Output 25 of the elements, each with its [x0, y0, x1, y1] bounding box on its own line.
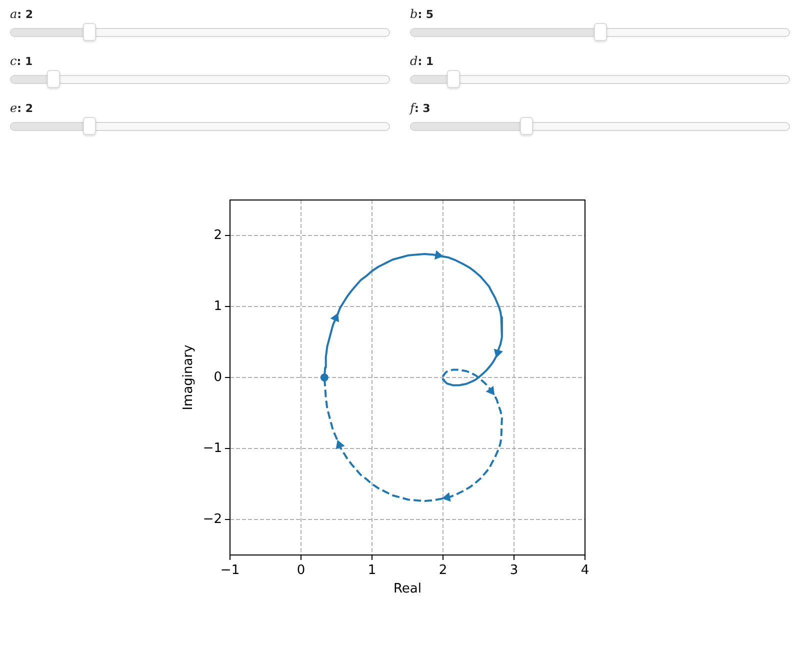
x-tick-label: 1 — [368, 563, 376, 578]
point — [336, 440, 344, 449]
text: a: 2 — [10, 7, 34, 21]
point — [486, 386, 494, 396]
y-tick-label: −2 — [202, 512, 222, 527]
text: b: 5 — [410, 7, 434, 21]
x-tick-label: 2 — [438, 563, 448, 578]
y-tick-label: 1 — [214, 298, 222, 314]
x-axis-title: Real — [393, 582, 422, 597]
text: f: 3 — [410, 101, 430, 115]
y-tick-label: −1 — [202, 440, 222, 456]
point — [330, 313, 339, 322]
x-tick-label: 0 — [296, 563, 306, 578]
y-tick-label: 2 — [214, 228, 222, 243]
y-tick-label: 0 — [214, 370, 222, 385]
y-axis-title: Imaginary — [181, 344, 196, 410]
x-tick-label: 4 — [580, 563, 590, 578]
x-tick-label: 3 — [510, 563, 518, 578]
point — [434, 250, 443, 260]
text: e: 2 — [10, 101, 33, 115]
text: d: 1 — [410, 54, 434, 68]
point — [494, 348, 503, 358]
point — [442, 492, 451, 502]
text: c: 1 — [10, 54, 33, 68]
point — [320, 374, 328, 382]
